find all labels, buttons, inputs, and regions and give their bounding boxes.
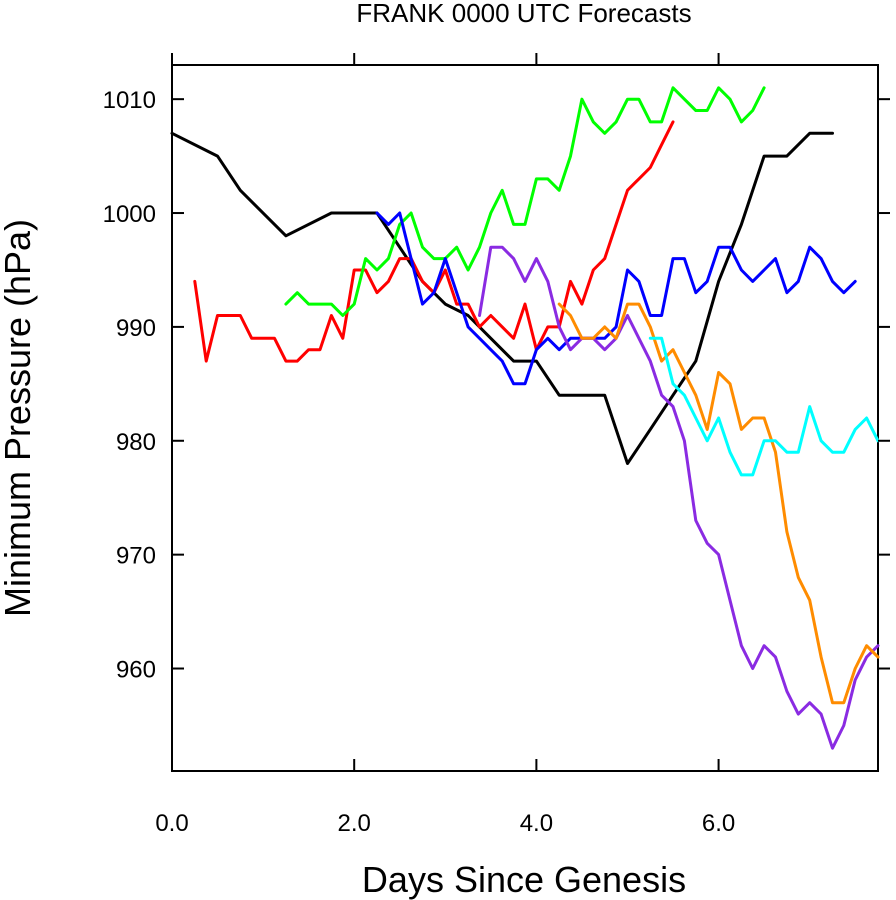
x-tick-label: 2.0 (338, 810, 371, 837)
axis-layer: 0.0 2.0 4.0 6.0 960 970 980 990 1000 1010 (103, 53, 890, 837)
x-tick-label: 4.0 (520, 810, 553, 837)
series-line-blue (375, 211, 857, 386)
plot-frame (171, 64, 879, 772)
series-line-black (170, 131, 834, 465)
x-tick-label: 0.0 (155, 810, 188, 837)
series-line-purple (478, 245, 880, 750)
y-tick-label: 980 (116, 429, 156, 456)
series-line-red (193, 120, 675, 363)
y-tick-label: 960 (116, 657, 156, 684)
series-line-cyan (648, 336, 880, 477)
series-layer (170, 86, 880, 750)
y-tick-label: 1000 (103, 201, 156, 228)
y-tick-label: 1010 (103, 87, 156, 114)
series-line-orange (557, 302, 880, 705)
y-tick-label: 970 (116, 543, 156, 570)
y-axis-label: Minimum Pressure (hPa) (0, 219, 38, 617)
x-tick-label: 6.0 (702, 810, 735, 837)
series-line-green (284, 86, 766, 317)
y-tick-label: 990 (116, 315, 156, 342)
x-axis-label: Days Since Genesis (362, 859, 686, 900)
chart-title: FRANK 0000 UTC Forecasts (356, 0, 691, 28)
